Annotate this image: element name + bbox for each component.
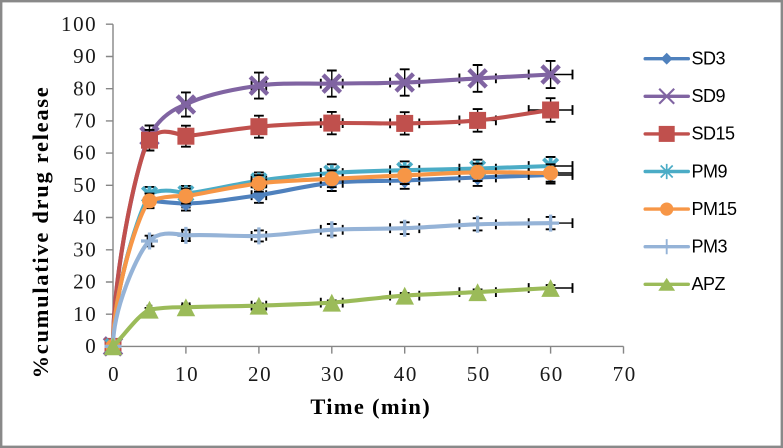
svg-text:80: 80 <box>73 76 97 100</box>
svg-text:60: 60 <box>73 141 97 165</box>
svg-text:PM3: PM3 <box>692 237 728 257</box>
svg-text:SD15: SD15 <box>692 124 736 144</box>
svg-text:10: 10 <box>175 362 199 386</box>
svg-text:10: 10 <box>73 302 97 326</box>
svg-text:20: 20 <box>73 270 97 294</box>
svg-text:30: 30 <box>73 237 97 261</box>
svg-text:60: 60 <box>540 362 564 386</box>
svg-text:SD9: SD9 <box>692 86 726 106</box>
svg-text:30: 30 <box>321 362 345 386</box>
svg-text:20: 20 <box>248 362 272 386</box>
svg-text:70: 70 <box>613 362 637 386</box>
svg-text:50: 50 <box>73 173 97 197</box>
svg-text:0: 0 <box>108 362 120 386</box>
svg-text:40: 40 <box>73 205 97 229</box>
svg-text:APZ: APZ <box>692 274 726 294</box>
svg-text:SD3: SD3 <box>692 49 726 69</box>
svg-text:50: 50 <box>467 362 491 386</box>
svg-text:PM15: PM15 <box>692 199 738 219</box>
svg-text:100: 100 <box>61 12 97 36</box>
svg-text:90: 90 <box>73 44 97 68</box>
svg-text:40: 40 <box>394 362 418 386</box>
svg-text:70: 70 <box>73 109 97 133</box>
svg-text:PM9: PM9 <box>692 161 728 181</box>
svg-text:Time (min): Time (min) <box>310 394 431 419</box>
svg-text:%cumulative drug release: %cumulative drug release <box>28 86 53 379</box>
svg-text:0: 0 <box>85 334 97 358</box>
